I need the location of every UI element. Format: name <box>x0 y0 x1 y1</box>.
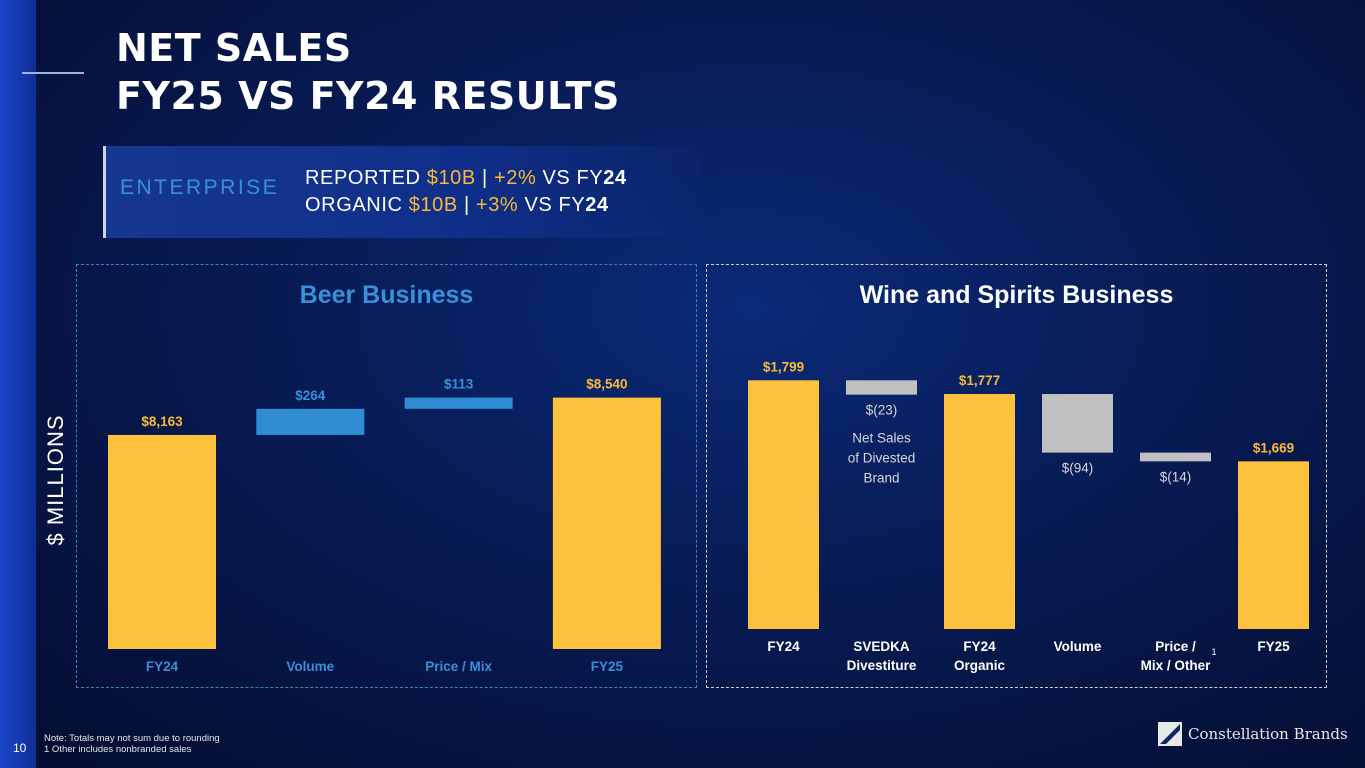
beer-value-label-price-mix: $113 <box>444 377 474 392</box>
reported-year: 24 <box>603 167 627 189</box>
reported-summary: REPORTED $10B | +2% VS FY24 <box>305 167 627 190</box>
title-line-2: FY25 VS FY24 RESULTS <box>116 74 620 118</box>
wine-annotation-svedka-divestiture: Net Sales <box>852 431 911 446</box>
beer-bar-fy24 <box>108 434 216 649</box>
organic-amount: $10B <box>408 194 458 216</box>
wine-bar-price-mix-other <box>1140 452 1211 462</box>
beer-chart-title: Beer Business <box>299 281 474 309</box>
logo-mark-icon <box>1158 722 1182 746</box>
wine-category-label-fy24-organic: Organic <box>954 658 1006 673</box>
wine-value-label-svedka-divestiture: $(23) <box>866 403 898 418</box>
wine-annotation-svedka-divestiture: of Divested <box>848 451 916 466</box>
rounding-note: Note: Totals may not sum due to rounding <box>44 733 220 744</box>
wine-value-label-fy24-organic: $1,777 <box>959 373 1000 388</box>
wine-chart-title: Wine and Spirits Business <box>859 281 1174 309</box>
page-number: 10 <box>13 741 27 755</box>
beer-category-label-fy24: FY24 <box>146 659 179 674</box>
organic-summary: ORGANIC $10B | +3% VS FY24 <box>305 194 609 217</box>
organic-suffix: VS FY <box>518 194 586 216</box>
beer-category-label-fy25: FY25 <box>591 659 624 674</box>
wine-bar-svedka-divestiture <box>846 380 917 395</box>
reported-change: +2% <box>493 167 537 189</box>
beer-category-label-price-mix: Price / Mix <box>425 659 492 674</box>
wine-bar-fy24 <box>748 380 819 629</box>
title-rule <box>22 72 84 74</box>
wine-annotation-svedka-divestiture: Brand <box>863 471 899 486</box>
wine-bar-fy25 <box>1238 461 1309 629</box>
beer-value-label-fy25: $8,540 <box>586 377 627 392</box>
wine-category-label-fy25: FY25 <box>1257 639 1290 654</box>
wine-category-label-fy24: FY24 <box>767 639 800 654</box>
beer-bar-volume <box>256 408 365 435</box>
wine-value-label-volume: $(94) <box>1062 461 1094 476</box>
title-line-1: NET SALES <box>116 26 352 70</box>
footnotes: Note: Totals may not sum due to rounding… <box>44 733 220 755</box>
beer-bar-fy25 <box>552 397 661 649</box>
organic-year: 24 <box>585 194 609 216</box>
beer-panel <box>76 264 697 688</box>
wine-category-label-price-mix-other: Price / <box>1155 639 1196 654</box>
wine-category-label-fy24-organic: FY24 <box>963 639 996 654</box>
wine-footnote-marker-price-mix-other: 1 <box>1212 647 1217 657</box>
wine-value-label-fy25: $1,669 <box>1253 440 1294 455</box>
logo-text: Constellation Brands <box>1188 725 1348 743</box>
footnote-1: 1 Other includes nonbranded sales <box>44 744 192 755</box>
wine-spirits-panel <box>706 264 1327 688</box>
reported-sep: | <box>475 167 494 189</box>
beer-bar-price-mix <box>404 397 513 409</box>
wine-bar-fy24-organic <box>944 394 1015 629</box>
page-title: NET SALES FY25 VS FY24 RESULTS <box>116 24 620 120</box>
wine-value-label-price-mix-other: $(14) <box>1160 469 1192 484</box>
wine-category-label-svedka-divestiture: Divestiture <box>847 658 917 673</box>
enterprise-label: ENTERPRISE <box>120 176 280 199</box>
organic-sep: | <box>457 194 476 216</box>
beer-value-label-volume: $264 <box>295 388 326 403</box>
beer-value-label-fy24: $8,163 <box>141 414 183 429</box>
wine-category-label-price-mix-other: Mix / Other <box>1141 658 1212 673</box>
left-accent-strip <box>0 0 36 768</box>
reported-amount: $10B <box>426 167 476 189</box>
organic-prefix: ORGANIC <box>305 194 409 216</box>
organic-change: +3% <box>475 194 519 216</box>
company-logo: Constellation Brands <box>1158 721 1348 747</box>
reported-prefix: REPORTED <box>305 167 427 189</box>
reported-suffix: VS FY <box>536 167 604 189</box>
wine-value-label-fy24: $1,799 <box>763 359 804 374</box>
wine-bar-volume <box>1042 394 1113 453</box>
wine-category-label-svedka-divestiture: SVEDKA <box>853 639 910 654</box>
wine-category-label-volume: Volume <box>1054 639 1102 654</box>
beer-category-label-volume: Volume <box>286 659 334 674</box>
enterprise-summary-box: ENTERPRISE REPORTED $10B | +2% VS FY24 O… <box>103 146 700 238</box>
